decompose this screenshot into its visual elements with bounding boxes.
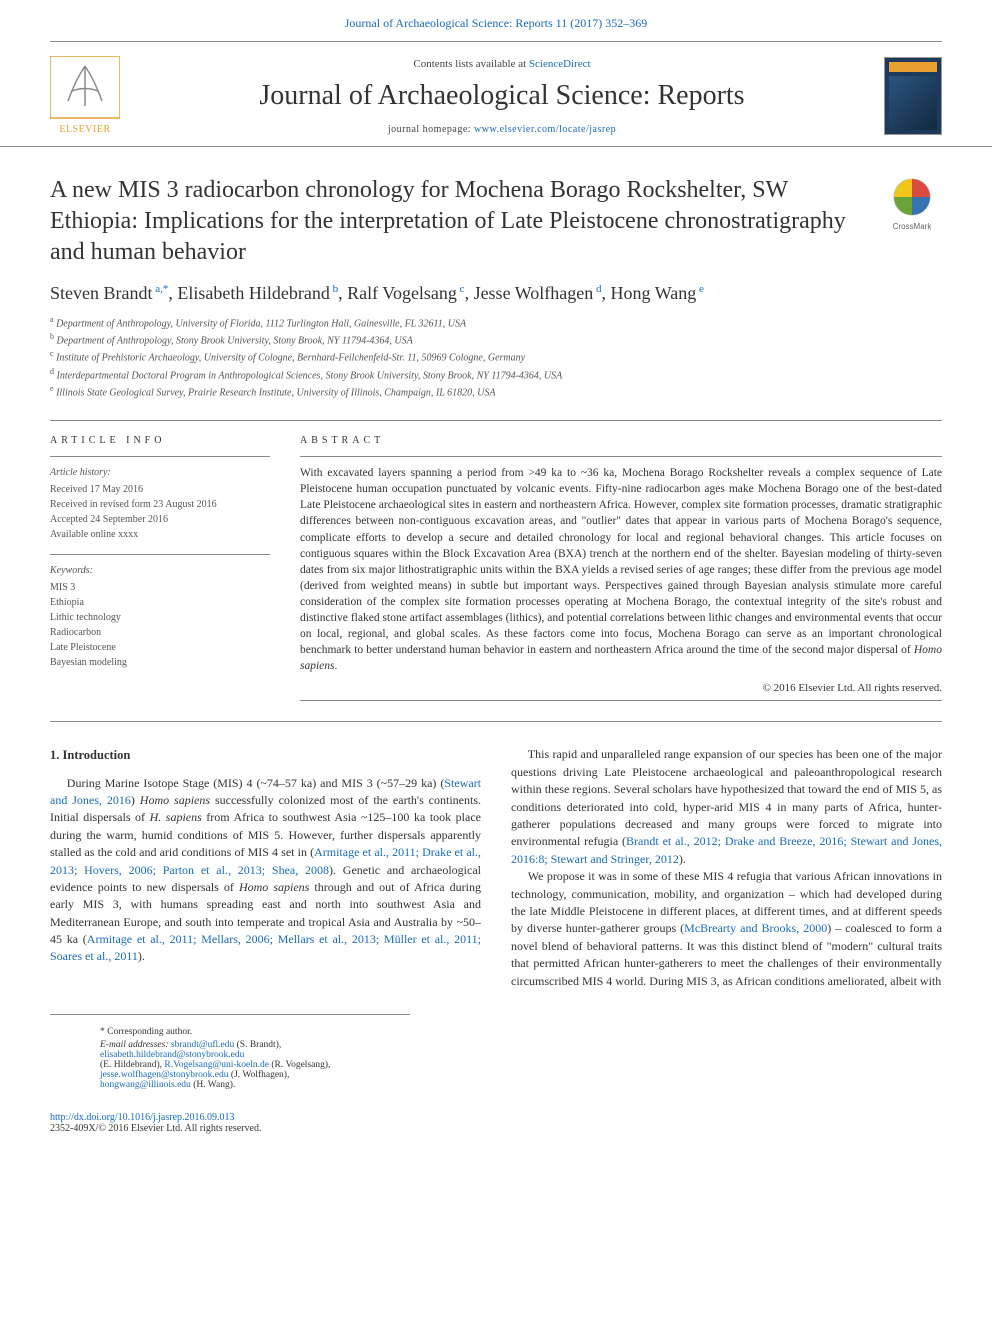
- header-center: Contents lists available at ScienceDirec…: [120, 58, 884, 135]
- article-history: Article history: Received 17 May 2016 Re…: [50, 465, 270, 542]
- affiliations: a Department of Anthropology, University…: [50, 314, 942, 401]
- body-paragraph: This rapid and unparalleled range expans…: [511, 746, 942, 868]
- citation-link[interactable]: McBrearty and Brooks, 2000: [684, 921, 827, 935]
- rule: [300, 456, 942, 457]
- affiliation: e Illinois State Geological Survey, Prai…: [50, 383, 942, 400]
- doi-link[interactable]: http://dx.doi.org/10.1016/j.jasrep.2016.…: [50, 1112, 942, 1123]
- body-columns: 1. Introduction During Marine Isotope St…: [0, 746, 992, 989]
- affiliation: b Department of Anthropology, Stony Broo…: [50, 331, 942, 348]
- abstract-copyright: © 2016 Elsevier Ltd. All rights reserved…: [300, 682, 942, 694]
- keyword: Bayesian modeling: [50, 655, 270, 670]
- article-info-column: ARTICLE INFO Article history: Received 1…: [50, 435, 270, 701]
- citation-link[interactable]: Armitage et al., 2011; Mellars, 2006; Me…: [50, 932, 481, 963]
- sciencedirect-link[interactable]: ScienceDirect: [529, 58, 591, 70]
- keywords-heading: Keywords:: [50, 563, 270, 578]
- history-line: Received 17 May 2016: [50, 482, 270, 497]
- body-paragraph: During Marine Isotope Stage (MIS) 4 (~74…: [50, 775, 481, 966]
- email-link[interactable]: sbrandt@ufl.edu: [171, 1040, 234, 1050]
- email-link[interactable]: hongwang@illinois.edu: [100, 1080, 191, 1090]
- rule: [50, 554, 270, 555]
- author-name[interactable]: Ralf Vogelsang: [347, 283, 457, 303]
- author-name[interactable]: Jesse Wolfhagen: [474, 283, 594, 303]
- author-aff-sup: a,*: [152, 283, 168, 295]
- author-aff-sup: c: [457, 283, 465, 295]
- email-link[interactable]: R.Vogelsang@uni-koeln.de: [164, 1060, 269, 1070]
- article-head: CrossMark A new MIS 3 radiocarbon chrono…: [0, 147, 992, 406]
- author-aff-sup: d: [593, 283, 601, 295]
- article-info-label: ARTICLE INFO: [50, 435, 270, 446]
- email-label: E-mail addresses:: [100, 1040, 169, 1050]
- running-header: Journal of Archaeological Science: Repor…: [0, 0, 992, 41]
- author-name[interactable]: Hong Wang: [611, 283, 697, 303]
- rule: [300, 700, 942, 701]
- crossmark-badge[interactable]: CrossMark: [882, 175, 942, 235]
- keywords-block: Keywords: MIS 3 Ethiopia Lithic technolo…: [50, 563, 270, 670]
- email-link[interactable]: elisabeth.hildebrand@stonybrook.edu: [100, 1050, 244, 1060]
- affiliation: c Institute of Prehistoric Archaeology, …: [50, 348, 942, 365]
- keyword: Radiocarbon: [50, 625, 270, 640]
- homepage-url-link[interactable]: www.elsevier.com/locate/jasrep: [474, 124, 616, 135]
- keyword: Late Pleistocene: [50, 640, 270, 655]
- history-line: Available online xxxx: [50, 527, 270, 542]
- homepage-prefix: journal homepage:: [388, 124, 474, 135]
- history-line: Accepted 24 September 2016: [50, 512, 270, 527]
- author-list: Steven Brandt a,*, Elisabeth Hildebrand …: [50, 283, 942, 304]
- email-link[interactable]: jesse.wolfhagen@stonybrook.edu: [100, 1070, 229, 1080]
- elsevier-logo[interactable]: ELSEVIER: [50, 56, 120, 136]
- author-name[interactable]: Steven Brandt: [50, 283, 152, 303]
- affiliation: a Department of Anthropology, University…: [50, 314, 942, 331]
- contents-line: Contents lists available at ScienceDirec…: [120, 58, 884, 70]
- footnotes: * Corresponding author. E-mail addresses…: [50, 1014, 410, 1096]
- svg-text:CrossMark: CrossMark: [893, 222, 933, 231]
- abstract-text: With excavated layers spanning a period …: [300, 465, 942, 674]
- issn-copyright: 2352-409X/© 2016 Elsevier Ltd. All right…: [50, 1123, 942, 1134]
- rule: [50, 721, 942, 722]
- keyword: Ethiopia: [50, 595, 270, 610]
- affiliation: d Interdepartmental Doctoral Program in …: [50, 366, 942, 383]
- history-line: Received in revised form 23 August 2016: [50, 497, 270, 512]
- page-footer: http://dx.doi.org/10.1016/j.jasrep.2016.…: [0, 1096, 992, 1158]
- journal-header: ELSEVIER Contents lists available at Sci…: [0, 42, 992, 147]
- email-addresses: E-mail addresses: sbrandt@ufl.edu (S. Br…: [100, 1040, 360, 1090]
- history-heading: Article history:: [50, 465, 270, 480]
- author-aff-sup: e: [696, 283, 704, 295]
- running-citation[interactable]: Journal of Archaeological Science: Repor…: [345, 16, 647, 30]
- article-title: A new MIS 3 radiocarbon chronology for M…: [50, 175, 850, 269]
- section-heading: 1. Introduction: [50, 746, 481, 764]
- rule: [50, 456, 270, 457]
- journal-cover-thumbnail[interactable]: [884, 57, 942, 135]
- corresponding-author: * Corresponding author.: [100, 1027, 360, 1037]
- info-abstract-row: ARTICLE INFO Article history: Received 1…: [0, 421, 992, 715]
- abstract-label: ABSTRACT: [300, 435, 942, 446]
- abstract-column: ABSTRACT With excavated layers spanning …: [300, 435, 942, 701]
- author-name[interactable]: Elisabeth Hildebrand: [177, 283, 329, 303]
- keyword: Lithic technology: [50, 610, 270, 625]
- contents-prefix: Contents lists available at: [413, 58, 528, 70]
- author-aff-sup: b: [330, 283, 338, 295]
- journal-name: Journal of Archaeological Science: Repor…: [120, 80, 884, 112]
- body-paragraph: We propose it was in some of these MIS 4…: [511, 868, 942, 990]
- svg-text:ELSEVIER: ELSEVIER: [59, 124, 110, 135]
- homepage-line: journal homepage: www.elsevier.com/locat…: [120, 124, 884, 135]
- keyword: MIS 3: [50, 580, 270, 595]
